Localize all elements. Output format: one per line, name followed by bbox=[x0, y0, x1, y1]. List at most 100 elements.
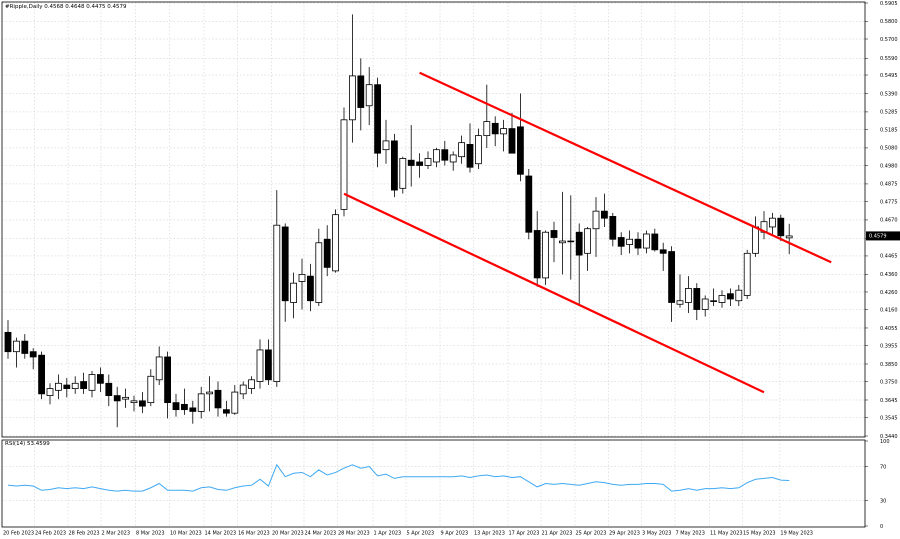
candle bbox=[55, 374, 62, 400]
date-tick-label: 28 Feb 2023 bbox=[69, 531, 100, 537]
candle bbox=[466, 123, 474, 173]
date-tick-label: 21 Apr 2023 bbox=[542, 531, 573, 537]
rsi-series bbox=[7, 463, 790, 492]
candle bbox=[365, 67, 373, 126]
candle bbox=[172, 393, 180, 417]
date-tick-label: 13 Apr 2023 bbox=[474, 531, 505, 537]
price-tick-label: 0.4160 bbox=[880, 307, 898, 313]
candle bbox=[113, 386, 121, 428]
price-tick-label: 0.5285 bbox=[880, 110, 898, 116]
candle bbox=[88, 371, 96, 398]
candle bbox=[189, 400, 197, 424]
date-tick-label: 17 Apr 2023 bbox=[509, 531, 540, 537]
candle bbox=[239, 381, 247, 400]
candle bbox=[340, 107, 348, 217]
price-tick-label: 0.5080 bbox=[880, 146, 898, 152]
candle bbox=[63, 378, 71, 398]
rsi-title: RSI(14) 53.4599 bbox=[5, 441, 50, 447]
candle bbox=[390, 133, 398, 198]
candle bbox=[374, 77, 382, 168]
candle bbox=[29, 348, 37, 370]
candle bbox=[197, 386, 205, 419]
candle bbox=[348, 14, 356, 143]
candle bbox=[651, 228, 659, 252]
candle bbox=[626, 230, 633, 254]
date-tick-label: 3 May 2023 bbox=[642, 531, 671, 537]
date-tick-label: 1 Apr 2023 bbox=[374, 531, 402, 537]
rsi-tick-label: 100 bbox=[880, 439, 890, 445]
price-axis: 0.5905 0.5800 0.5700 0.5590 0.5495 0.5390 0.52… bbox=[865, 1, 898, 440]
channel-line bbox=[419, 71, 832, 264]
candle bbox=[399, 156, 407, 194]
candle bbox=[617, 232, 625, 256]
rsi-plot-frame bbox=[1, 439, 866, 528]
date-tick-label: 14 Mar 2023 bbox=[205, 531, 237, 537]
price-tick-label: 0.5700 bbox=[880, 37, 898, 43]
candle bbox=[533, 211, 541, 287]
price-tick-label: 0.4360 bbox=[880, 272, 898, 278]
date-tick-label: 20 Mar 2023 bbox=[272, 531, 304, 537]
date-tick-label: 5 Apr 2023 bbox=[407, 531, 435, 537]
price-tick-label: 0.5800 bbox=[880, 19, 898, 25]
candle bbox=[718, 290, 726, 308]
candle bbox=[105, 374, 113, 407]
candle bbox=[710, 288, 717, 307]
candle bbox=[508, 112, 516, 154]
price-tick-label: 0.3645 bbox=[880, 398, 898, 404]
candle bbox=[567, 195, 575, 280]
candle bbox=[449, 151, 457, 171]
candle bbox=[685, 276, 692, 314]
candle bbox=[432, 147, 440, 168]
date-tick-label: 24 Mar 2023 bbox=[305, 531, 337, 537]
price-tick-label: 0.5495 bbox=[880, 73, 898, 79]
candle bbox=[559, 191, 566, 275]
candle bbox=[97, 367, 104, 393]
date-tick-label: 9 Apr 2023 bbox=[441, 531, 469, 537]
candle bbox=[306, 263, 314, 312]
candle bbox=[382, 119, 390, 164]
candle bbox=[743, 249, 751, 299]
candle bbox=[735, 284, 743, 307]
candle bbox=[769, 212, 776, 234]
candle bbox=[609, 212, 617, 247]
candle bbox=[676, 274, 684, 308]
candle bbox=[281, 223, 289, 322]
candle bbox=[222, 400, 230, 417]
candle bbox=[491, 116, 499, 147]
channel-line bbox=[343, 192, 765, 394]
candle bbox=[584, 226, 591, 271]
candle bbox=[752, 216, 759, 257]
candle bbox=[290, 272, 298, 319]
price-tick-label: 0.4465 bbox=[880, 254, 898, 260]
date-tick-label: 28 Mar 2023 bbox=[338, 531, 370, 537]
candle bbox=[474, 128, 482, 169]
candle bbox=[231, 385, 239, 415]
rsi-grid bbox=[2, 440, 865, 527]
candle bbox=[332, 209, 340, 273]
candle bbox=[550, 221, 558, 263]
candle bbox=[634, 232, 642, 256]
date-tick-label: 20 Feb 2023 bbox=[3, 531, 34, 537]
candle bbox=[500, 119, 508, 152]
price-tick-label: 0.4670 bbox=[880, 218, 898, 224]
candle bbox=[122, 388, 129, 408]
candle bbox=[147, 369, 155, 407]
price-tick-label: 0.4875 bbox=[880, 182, 898, 188]
candle bbox=[164, 351, 172, 419]
candle bbox=[21, 334, 29, 359]
candle bbox=[668, 246, 675, 322]
channel-lines bbox=[343, 71, 832, 394]
candle bbox=[315, 228, 323, 307]
candle bbox=[38, 351, 45, 400]
candle bbox=[659, 242, 667, 271]
candle bbox=[416, 153, 424, 178]
candle bbox=[727, 288, 734, 307]
date-tick-label: 15 May 2023 bbox=[743, 531, 776, 537]
candle bbox=[458, 135, 466, 164]
main-grid bbox=[2, 2, 865, 437]
candle bbox=[357, 58, 365, 131]
price-tick-label: 0.3955 bbox=[880, 343, 898, 349]
candle bbox=[273, 190, 281, 387]
date-tick-label: 16 Mar 2023 bbox=[238, 531, 270, 537]
candle bbox=[206, 376, 214, 412]
